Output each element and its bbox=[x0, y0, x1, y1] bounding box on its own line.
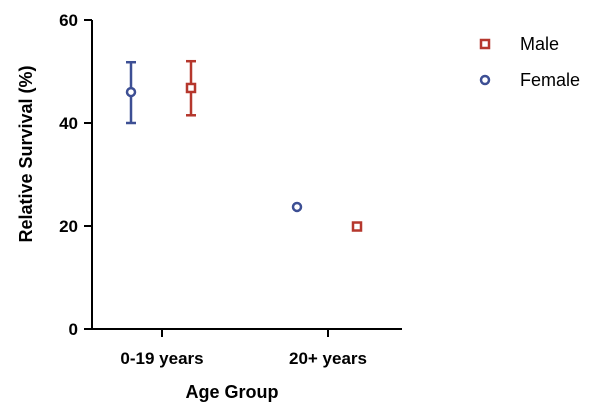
y-tick-label: 20 bbox=[59, 217, 78, 236]
data-marks bbox=[125, 59, 363, 232]
male-point bbox=[351, 221, 363, 232]
axes: 0 20 40 60 0-19 years 20+ years bbox=[59, 11, 402, 368]
legend-label-female: Female bbox=[520, 70, 580, 90]
y-tick-label: 60 bbox=[59, 11, 78, 30]
legend: Male Female bbox=[479, 34, 580, 90]
x-axis-title: Age Group bbox=[186, 382, 279, 402]
legend-marker-female bbox=[479, 74, 491, 86]
legend-marker-male bbox=[479, 38, 491, 50]
female-point bbox=[291, 201, 303, 213]
male-point bbox=[185, 82, 197, 94]
y-tick-label: 40 bbox=[59, 114, 78, 133]
x-tick-label: 0-19 years bbox=[120, 349, 203, 368]
x-tick-label: 20+ years bbox=[289, 349, 367, 368]
y-tick-label: 0 bbox=[69, 320, 78, 339]
y-axis-title: Relative Survival (%) bbox=[16, 65, 36, 242]
female-point bbox=[125, 86, 137, 98]
legend-label-male: Male bbox=[520, 34, 559, 54]
